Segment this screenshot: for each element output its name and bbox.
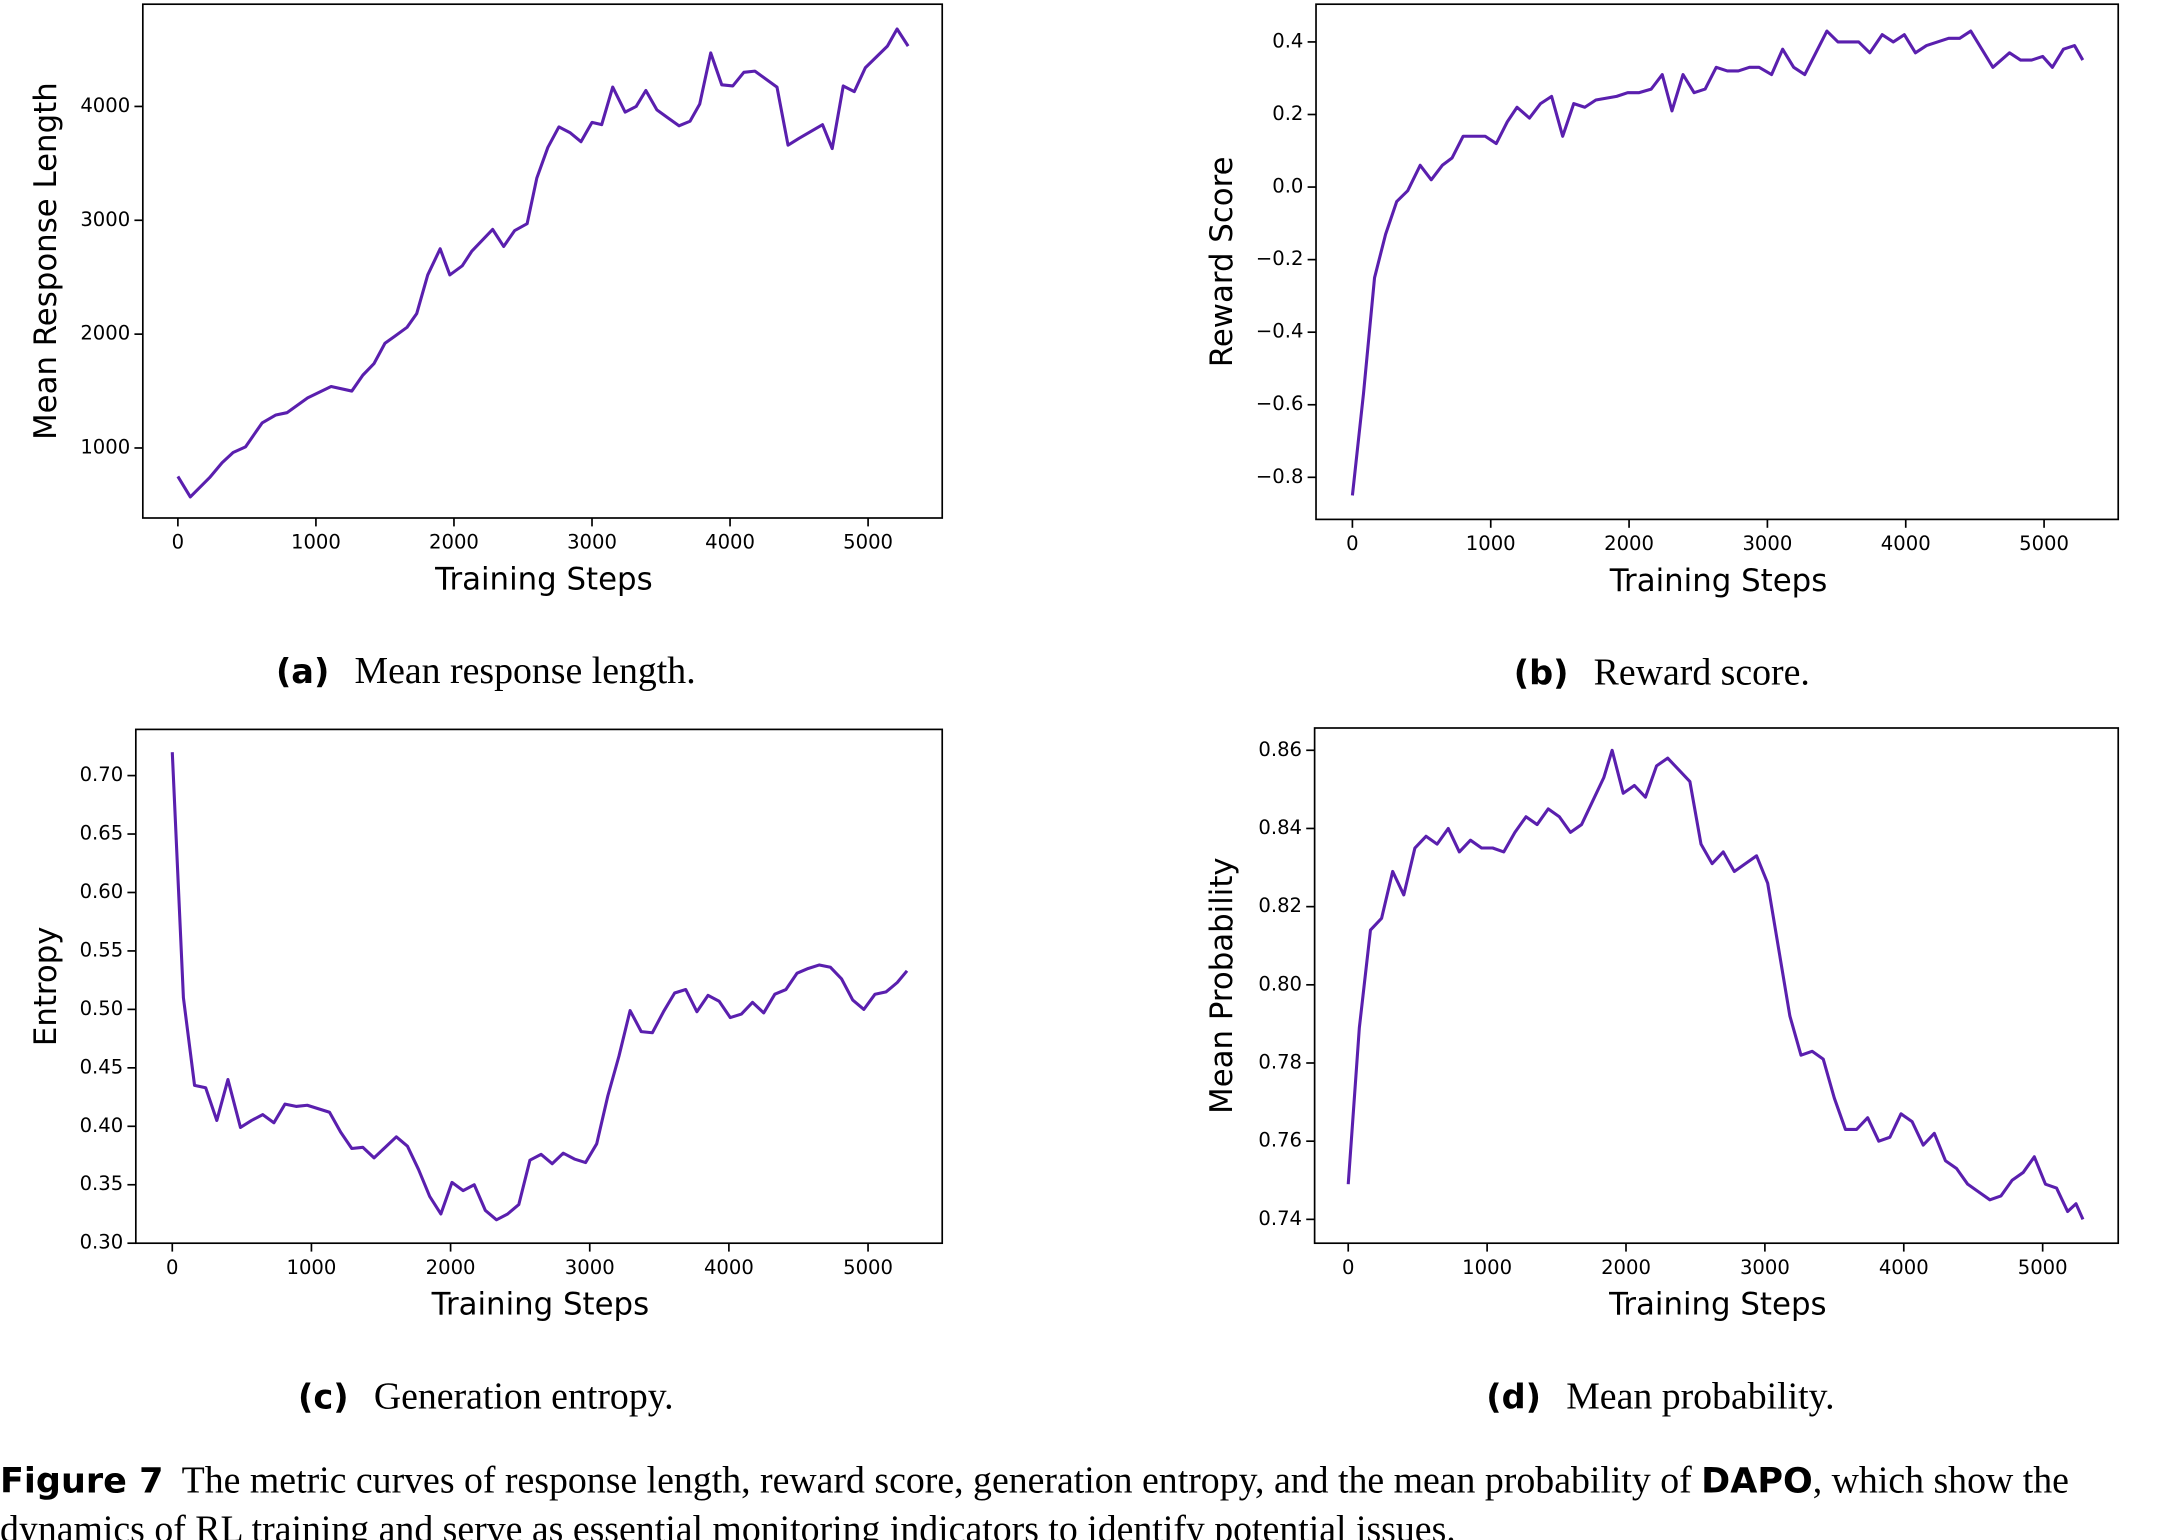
subcaption-text: Mean response length.: [355, 650, 696, 692]
x-tick-label: 2000: [1604, 532, 1654, 555]
subcaption-label: (b): [1514, 654, 1569, 693]
caption-label: Figure 7: [0, 1460, 164, 1501]
x-axis-label: Training Steps: [1608, 1287, 1826, 1323]
x-tick-label: 5000: [2018, 1256, 2068, 1279]
x-tick-label: 2000: [1601, 1256, 1651, 1279]
x-tick-label: 4000: [705, 531, 755, 554]
y-tick-label: 0.65: [80, 822, 124, 845]
x-tick-label: 5000: [843, 531, 893, 554]
x-tick-label: 0: [1346, 532, 1358, 555]
subcaption-label: (d): [1486, 1377, 1541, 1416]
subcaption-text: Generation entropy.: [374, 1375, 674, 1417]
x-axis-label: Training Steps: [434, 561, 652, 597]
x-tick-label: 3000: [1742, 532, 1792, 555]
subcaption: (a) Mean response length.: [276, 650, 696, 692]
x-axis-label: Training Steps: [431, 1287, 649, 1323]
y-tick-label: 0.2: [1272, 102, 1303, 125]
y-tick-label: 0.30: [80, 1231, 124, 1254]
subcaption-text: Mean probability.: [1566, 1375, 1834, 1417]
y-axis-label: Reward Score: [1204, 156, 1240, 367]
x-tick-label: 1000: [286, 1256, 336, 1279]
x-tick-label: 3000: [1740, 1256, 1790, 1279]
x-tick-label: 2000: [429, 531, 479, 554]
y-tick-label: 0.4: [1272, 29, 1303, 52]
y-tick-label: 4000: [80, 94, 130, 117]
x-tick-label: 3000: [567, 531, 617, 554]
subcaption-label: (a): [276, 652, 329, 691]
y-tick-label: 0.78: [1258, 1050, 1302, 1073]
y-tick-label: 3000: [80, 208, 130, 231]
figure-caption: Figure 7 The metric curves of response l…: [0, 1456, 2171, 1540]
data-line: [1350, 29, 2085, 496]
caption-text-end: , which show the dynamics of RL training…: [0, 1458, 2069, 1540]
data-line: [170, 752, 909, 1222]
y-tick-label: 0.76: [1258, 1129, 1302, 1152]
data-line: [176, 27, 910, 499]
x-tick-label: 2000: [426, 1256, 476, 1279]
y-tick-label: −0.4: [1256, 320, 1304, 343]
y-axis-label: Entropy: [28, 926, 64, 1046]
x-axis-label: Training Steps: [1609, 563, 1827, 599]
plot-frame: [141, 3, 944, 519]
y-tick-label: −0.8: [1256, 465, 1304, 488]
data-line: [1346, 748, 2085, 1220]
subcaption: (c) Generation entropy.: [298, 1375, 674, 1417]
y-tick-label: 0.55: [80, 938, 124, 961]
y-tick-label: −0.2: [1256, 247, 1304, 270]
y-tick-label: 0.35: [80, 1172, 124, 1195]
y-tick-label: 0.60: [80, 880, 124, 903]
x-tick-label: 3000: [565, 1256, 615, 1279]
y-tick-label: 0.86: [1258, 738, 1302, 761]
x-tick-label: 5000: [2019, 532, 2069, 555]
subcaption-label: (c): [298, 1377, 349, 1416]
y-tick-label: 0.74: [1258, 1207, 1302, 1230]
y-tick-label: 0.50: [80, 997, 124, 1020]
x-tick-label: 5000: [843, 1256, 893, 1279]
x-tick-label: 1000: [1466, 532, 1516, 555]
y-tick-label: 2000: [80, 322, 130, 345]
y-axis-label: Mean Response Length: [28, 82, 64, 440]
x-tick-label: 0: [172, 531, 184, 554]
x-tick-label: 4000: [1879, 1256, 1929, 1279]
x-tick-label: 1000: [1462, 1256, 1512, 1279]
y-tick-label: 0.82: [1258, 894, 1302, 917]
x-tick-label: 4000: [1881, 532, 1931, 555]
caption-bold: DAPO: [1701, 1460, 1813, 1501]
y-axis-label: Mean Probability: [1204, 857, 1240, 1114]
y-tick-label: 0.45: [80, 1055, 124, 1078]
y-tick-label: 0.84: [1258, 816, 1302, 839]
y-tick-label: −0.6: [1256, 392, 1304, 415]
y-tick-label: 0.40: [80, 1114, 124, 1137]
y-tick-label: 0.80: [1258, 972, 1302, 995]
y-tick-label: 1000: [80, 435, 130, 458]
x-tick-label: 0: [1342, 1256, 1354, 1279]
y-tick-label: 0.70: [80, 763, 124, 786]
x-tick-label: 0: [166, 1256, 178, 1279]
plot-frame: [1315, 3, 2120, 521]
plot-frame: [1313, 727, 2120, 1245]
subcaption-text: Reward score.: [1594, 652, 1810, 694]
caption-box: Figure 7 The metric curves of response l…: [0, 1456, 2171, 1540]
plot-frame: [134, 728, 944, 1245]
x-tick-label: 4000: [704, 1256, 754, 1279]
caption-text: The metric curves of response length, re…: [181, 1458, 1692, 1501]
y-tick-label: 0.0: [1272, 175, 1303, 198]
subcaption: (d) Mean probability.: [1486, 1375, 1834, 1417]
subcaption: (b) Reward score.: [1514, 652, 1810, 694]
x-tick-label: 1000: [291, 531, 341, 554]
